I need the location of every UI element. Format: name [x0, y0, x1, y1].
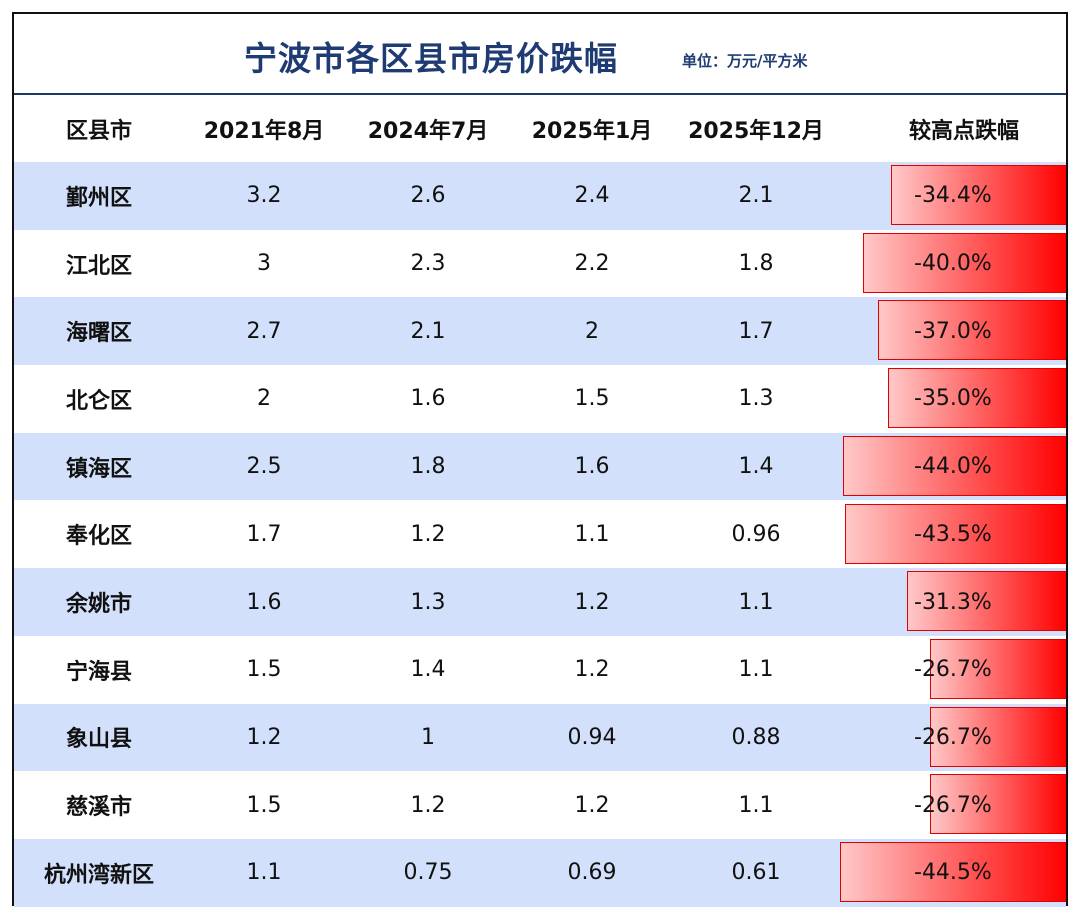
- drop-bar: [930, 706, 1066, 767]
- table-header: 区县市 2021年8月 2024年7月 2025年1月 2025年12月 较高点…: [14, 95, 1066, 162]
- header-2025-01: 2025年1月: [531, 118, 653, 144]
- price-2025-01: 1.2: [574, 657, 610, 683]
- price-2025-01: 2.4: [574, 183, 610, 209]
- price-2025-12: 1.1: [738, 792, 774, 818]
- price-2025-12: 0.96: [731, 521, 781, 547]
- table-row: 余姚市 1.6 1.3 1.2 1.1 -31.3%: [14, 568, 1066, 636]
- table-frame: 宁波市各区县市房价跌幅 单位：万元/平方米 区县市 2021年8月 2024年7…: [12, 12, 1068, 907]
- district-name: 海曙区: [65, 321, 132, 347]
- price-2025-01: 0.94: [567, 724, 617, 750]
- table-row: 海曙区 2.7 2.1 2 1.7 -37.0%: [14, 297, 1066, 366]
- price-2024-07: 1.8: [410, 454, 446, 480]
- price-2024-07: 2.1: [410, 318, 446, 344]
- header-drop: 较高点跌幅: [908, 118, 1019, 144]
- drop-bar: [878, 300, 1066, 361]
- price-2021-08: 1.1: [246, 860, 282, 886]
- price-2021-08: 1.6: [246, 589, 282, 615]
- price-2025-12: 1.7: [738, 318, 774, 344]
- price-2024-07: 1.4: [410, 657, 446, 683]
- price-2025-01: 1.5: [574, 386, 610, 412]
- price-2025-01: 1.2: [574, 792, 610, 818]
- table-row: 鄞州区 3.2 2.6 2.4 2.1 -34.4%: [14, 162, 1066, 230]
- price-2025-12: 1.1: [738, 657, 774, 683]
- price-2021-08: 3: [257, 251, 271, 277]
- drop-bar: [863, 232, 1066, 293]
- drop-bar: [840, 842, 1066, 902]
- price-2025-12: 0.88: [731, 724, 781, 750]
- drop-bar: [843, 435, 1066, 496]
- price-2021-08: 1.5: [246, 657, 282, 683]
- district-name: 慈溪市: [65, 795, 132, 821]
- table-row: 江北区 3 2.3 2.2 1.8 -40.0%: [14, 230, 1066, 298]
- district-name: 宁海县: [65, 659, 132, 685]
- district-name: 鄞州区: [65, 185, 132, 211]
- price-2025-01: 2.2: [574, 251, 610, 277]
- district-name: 奉化区: [65, 524, 132, 550]
- table-row: 奉化区 1.7 1.2 1.1 0.96 -43.5%: [14, 501, 1066, 569]
- district-name: 象山县: [65, 727, 132, 753]
- header-district: 区县市: [65, 118, 132, 144]
- district-name: 江北区: [65, 253, 132, 279]
- unit-label: 单位：万元/平方米: [682, 52, 808, 70]
- district-name: 余姚市: [65, 592, 132, 618]
- header-2024-07: 2024年7月: [367, 118, 489, 144]
- price-2025-01: 1.1: [574, 521, 610, 547]
- price-2021-08: 2.7: [246, 318, 282, 344]
- price-2021-08: 2.5: [246, 454, 282, 480]
- price-2025-12: 0.61: [731, 860, 781, 886]
- price-2024-07: 1.6: [410, 386, 446, 412]
- price-2021-08: 1.5: [246, 792, 282, 818]
- table-row: 北仑区 2 1.6 1.5 1.3 -35.0%: [14, 365, 1066, 433]
- table-row: 宁海县 1.5 1.4 1.2 1.1 -26.7%: [14, 636, 1066, 704]
- price-2025-01: 1.2: [574, 589, 610, 615]
- price-2025-01: 0.69: [567, 860, 617, 886]
- price-2021-08: 2: [257, 386, 271, 412]
- price-2024-07: 1.2: [410, 521, 446, 547]
- price-2021-08: 1.2: [246, 724, 282, 750]
- drop-bar: [888, 368, 1066, 429]
- price-2025-12: 1.3: [738, 386, 774, 412]
- table-row: 镇海区 2.5 1.8 1.6 1.4 -44.0%: [14, 432, 1066, 501]
- price-2024-07: 1: [421, 724, 435, 750]
- drop-bar: [891, 165, 1066, 225]
- page-title: 宁波市各区县市房价跌幅: [244, 39, 618, 78]
- price-2024-07: 2.3: [410, 251, 446, 277]
- district-name: 杭州湾新区: [43, 862, 154, 888]
- drop-bar: [845, 503, 1066, 564]
- price-2025-12: 1.8: [738, 251, 774, 277]
- price-2021-08: 3.2: [246, 183, 282, 209]
- drop-bar: [907, 571, 1066, 632]
- table-row: 慈溪市 1.5 1.2 1.2 1.1 -26.7%: [14, 771, 1066, 839]
- price-2021-08: 1.7: [246, 521, 282, 547]
- table-row: 象山县 1.2 1 0.94 0.88 -26.7%: [14, 703, 1066, 772]
- title-area: 宁波市各区县市房价跌幅 单位：万元/平方米: [14, 14, 1066, 95]
- price-2025-01: 1.6: [574, 454, 610, 480]
- price-2025-12: 1.1: [738, 589, 774, 615]
- header-2021-08: 2021年8月: [203, 118, 325, 144]
- header-2025-12: 2025年12月: [688, 118, 824, 144]
- table-row: 杭州湾新区 1.1 0.75 0.69 0.61 -44.5%: [14, 839, 1066, 907]
- drop-bar: [930, 638, 1066, 699]
- district-name: 北仑区: [65, 388, 132, 414]
- price-2024-07: 0.75: [403, 860, 453, 886]
- price-2025-01: 2: [585, 318, 599, 344]
- drop-bar: [930, 774, 1066, 835]
- price-2024-07: 1.3: [410, 589, 446, 615]
- price-2024-07: 1.2: [410, 792, 446, 818]
- price-2024-07: 2.6: [410, 183, 446, 209]
- district-name: 镇海区: [65, 456, 132, 482]
- price-2025-12: 1.4: [738, 454, 774, 480]
- price-2025-12: 2.1: [738, 183, 774, 209]
